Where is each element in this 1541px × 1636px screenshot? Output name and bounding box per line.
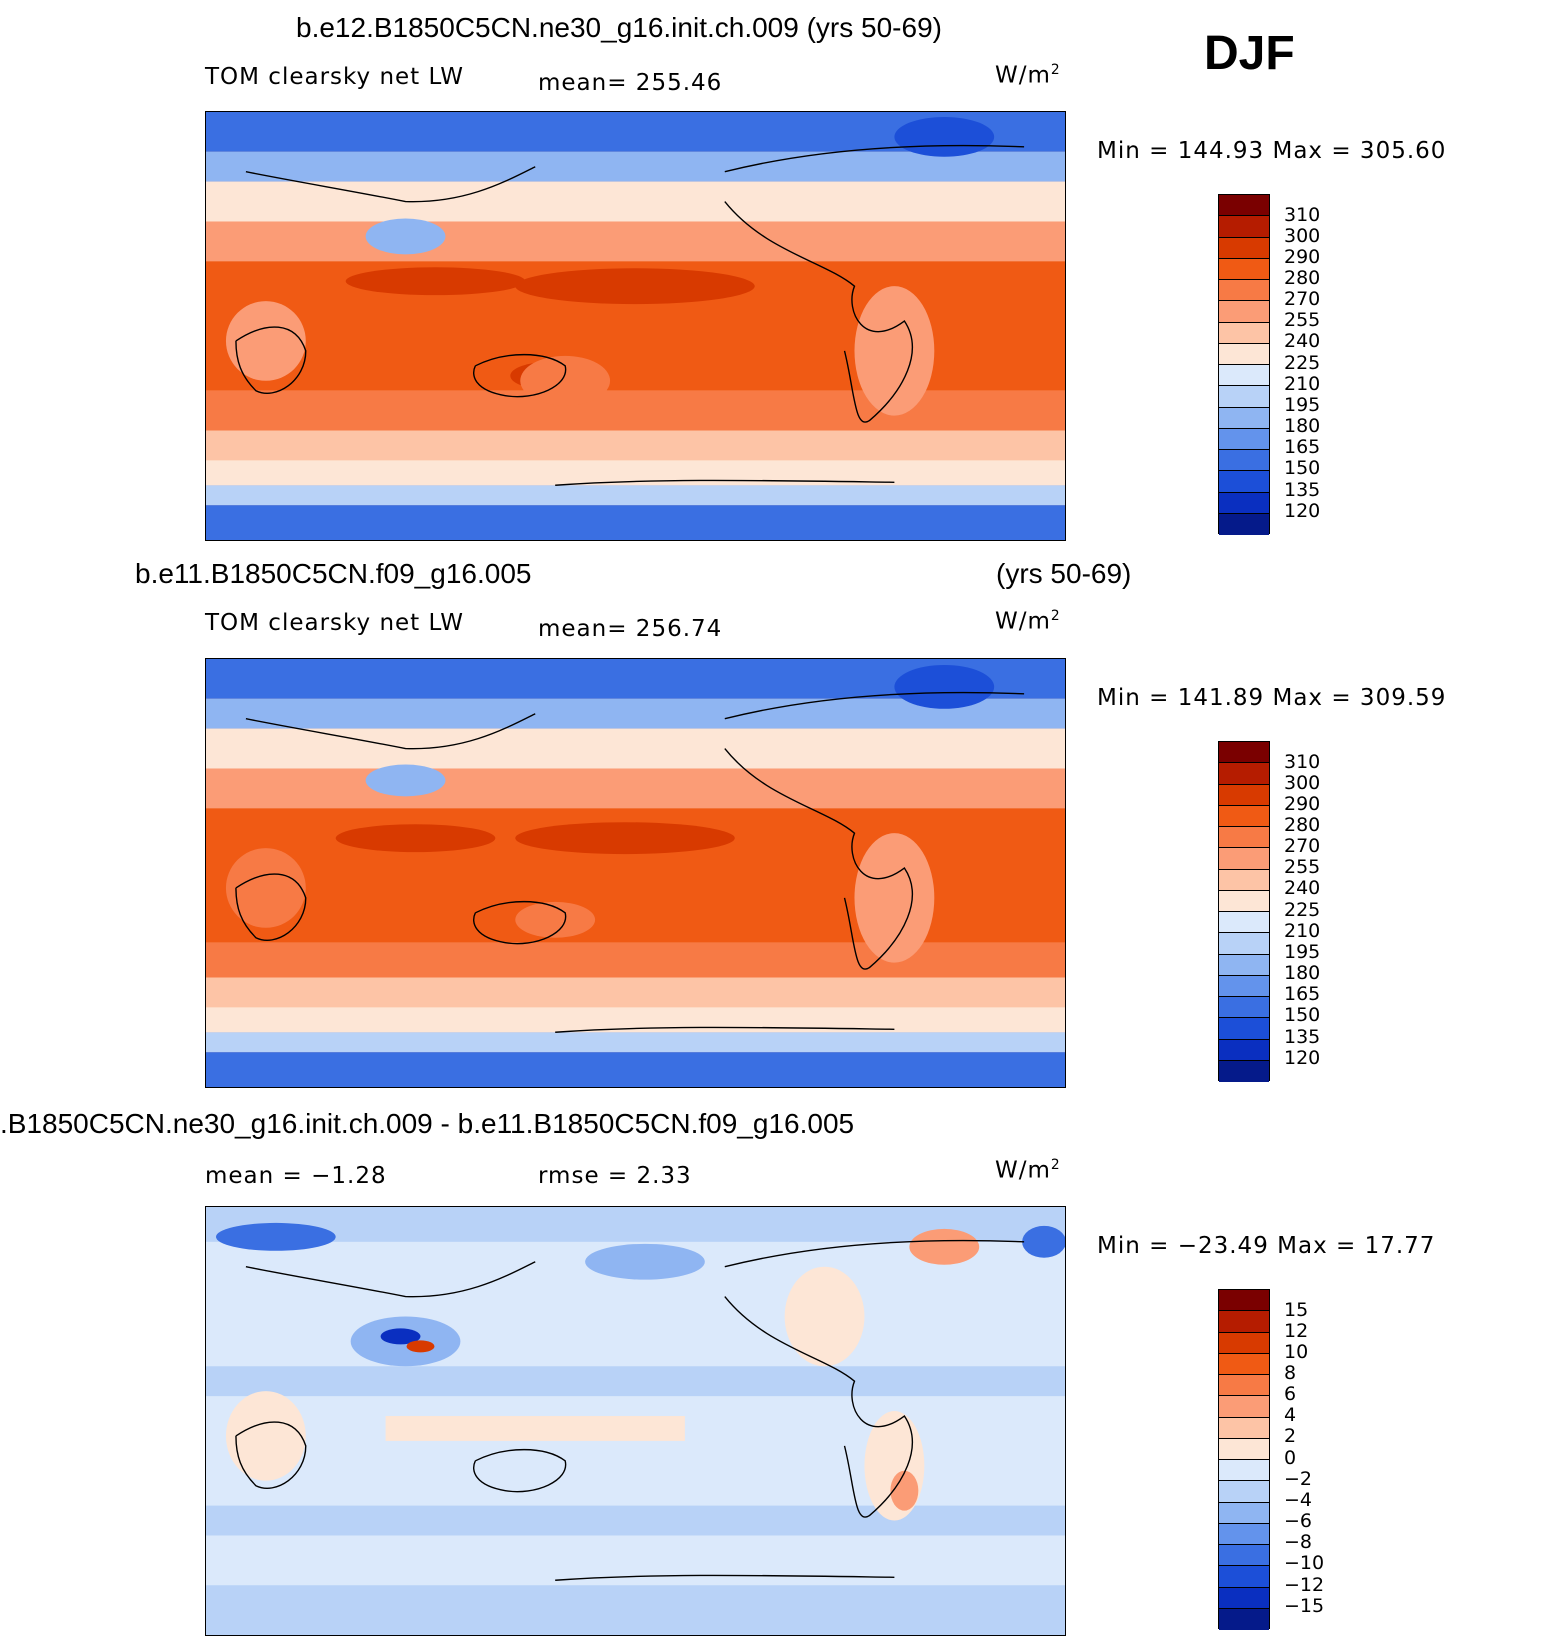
- tick: 280: [1284, 814, 1321, 836]
- panel1-minmax: Min = 144.93 Max = 305.60: [1097, 138, 1447, 164]
- tick: 290: [1284, 793, 1321, 815]
- panel2-units: W/m2: [995, 608, 1061, 635]
- tick: 10: [1284, 1341, 1309, 1363]
- tick: 0: [1284, 1447, 1297, 1469]
- tick: −12: [1284, 1574, 1325, 1596]
- panel1-variable: TOM clearsky net LW: [205, 64, 464, 90]
- tick: 8: [1284, 1362, 1297, 1384]
- tick: 270: [1284, 835, 1321, 857]
- tick: 150: [1284, 457, 1321, 479]
- tick: 310: [1284, 204, 1321, 226]
- tick: 6: [1284, 1383, 1297, 1405]
- tick: 255: [1284, 856, 1321, 878]
- tick: 280: [1284, 267, 1321, 289]
- tick: 180: [1284, 962, 1321, 984]
- tick: 240: [1284, 330, 1321, 352]
- season-label: DJF: [1204, 27, 1295, 80]
- panel1-title: b.e12.B1850C5CN.ne30_g16.init.ch.009 (yr…: [296, 12, 942, 43]
- tick: 300: [1284, 772, 1321, 794]
- tick: −4: [1284, 1489, 1313, 1511]
- panel3-title: .B1850C5CN.ne30_g16.init.ch.009 - b.e11.…: [0, 1108, 855, 1139]
- panel3-field: [206, 1207, 1065, 1635]
- tick: 210: [1284, 373, 1321, 395]
- tick: 120: [1284, 500, 1321, 522]
- panel2-mean: mean= 256.74: [538, 616, 723, 642]
- panel3-mean: mean = −1.28: [205, 1163, 387, 1189]
- tick: 210: [1284, 920, 1321, 942]
- tick: 195: [1284, 941, 1321, 963]
- tick: 310: [1284, 751, 1321, 773]
- tick: −2: [1284, 1468, 1313, 1490]
- tick: 135: [1284, 479, 1321, 501]
- tick: 135: [1284, 1026, 1321, 1048]
- panel3-map: [205, 1206, 1066, 1636]
- panel1-colorbar: [1218, 194, 1270, 535]
- panel2-variable: TOM clearsky net LW: [205, 610, 464, 636]
- tick: 15: [1284, 1299, 1309, 1321]
- panel1-field: [206, 112, 1065, 540]
- tick: 300: [1284, 225, 1321, 247]
- tick: 150: [1284, 1004, 1321, 1026]
- tick: 240: [1284, 877, 1321, 899]
- tick: 165: [1284, 983, 1321, 1005]
- tick: −8: [1284, 1531, 1313, 1553]
- tick: 180: [1284, 415, 1321, 437]
- panel2-minmax: Min = 141.89 Max = 309.59: [1097, 685, 1447, 711]
- panel3-units: W/m2: [995, 1157, 1061, 1184]
- tick: −15: [1284, 1595, 1325, 1617]
- tick: 255: [1284, 309, 1321, 331]
- panel2-years: (yrs 50-69): [996, 558, 1132, 589]
- panel2-map: [205, 658, 1066, 1088]
- panel1-mean: mean= 255.46: [538, 70, 723, 96]
- tick: 2: [1284, 1425, 1297, 1447]
- tick: 270: [1284, 288, 1321, 310]
- tick: −10: [1284, 1552, 1325, 1574]
- panel1-map: [205, 111, 1066, 541]
- tick: 225: [1284, 899, 1321, 921]
- panel2-field: [206, 659, 1065, 1087]
- tick: 195: [1284, 394, 1321, 416]
- panel2-colorbar: [1218, 741, 1270, 1082]
- tick: 165: [1284, 436, 1321, 458]
- tick: 290: [1284, 246, 1321, 268]
- panel1-units: W/m2: [995, 62, 1061, 89]
- tick: 12: [1284, 1320, 1309, 1342]
- panel2-title: b.e11.B1850C5CN.f09_g16.005: [135, 558, 532, 589]
- tick: −6: [1284, 1510, 1313, 1532]
- tick: 4: [1284, 1404, 1297, 1426]
- panel3-rmse: rmse = 2.33: [538, 1163, 692, 1189]
- tick: 120: [1284, 1047, 1321, 1069]
- panel3-colorbar: [1218, 1289, 1270, 1630]
- panel3-minmax: Min = −23.49 Max = 17.77: [1097, 1233, 1436, 1259]
- tick: 225: [1284, 352, 1321, 374]
